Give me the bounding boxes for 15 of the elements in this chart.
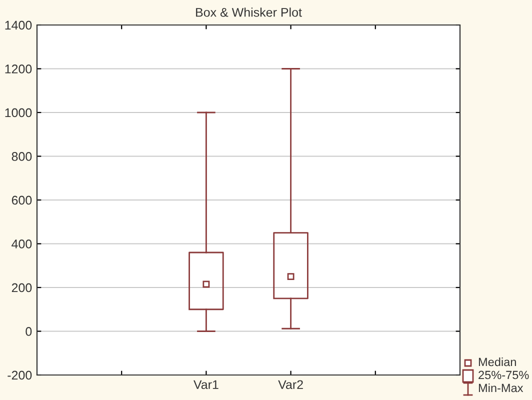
chart-title: Box & Whisker Plot <box>196 8 302 17</box>
y-tick-label: 1200 <box>5 64 32 74</box>
y-tick-label: 200 <box>12 283 32 292</box>
y-tick-label: -200 <box>8 370 32 380</box>
y-tick-label: 400 <box>12 240 32 248</box>
y-tick-label: 800 <box>12 152 32 161</box>
y-tick-label: 600 <box>12 196 32 205</box>
text: Min-Max <box>478 383 524 392</box>
text: Median <box>478 357 516 366</box>
x-tick-label: Var1 <box>194 380 218 390</box>
text: 25%-75% <box>478 370 529 380</box>
x-tick-label: Var2 <box>278 380 303 390</box>
y-tick-label: 0 <box>26 327 32 336</box>
y-tick-label: 1400 <box>5 20 32 30</box>
y-tick-label: 1000 <box>5 108 32 118</box>
